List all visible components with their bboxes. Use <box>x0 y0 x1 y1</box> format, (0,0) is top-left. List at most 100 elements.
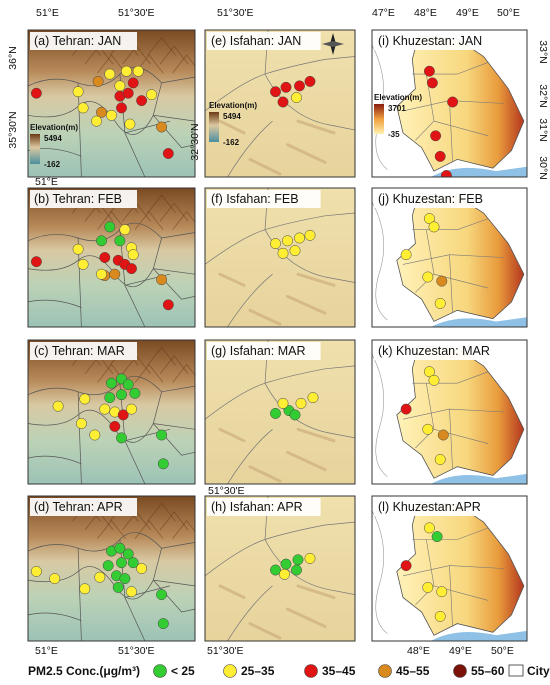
map-panel-d: (d) Tehran: APR <box>27 495 196 642</box>
map-panel-k: (k) Khuzestan: MAR <box>371 339 528 485</box>
tick-label-top: 50°E <box>497 7 520 19</box>
station-marker <box>119 224 131 236</box>
panel-title: (j) Khuzestan: FEB <box>378 192 483 206</box>
station-marker <box>279 568 290 580</box>
map-panel-f: (f) Isfahan: FEB <box>204 187 356 328</box>
panel-frame <box>204 339 356 485</box>
boundary-line <box>152 391 195 456</box>
station-marker <box>114 542 126 554</box>
ridge-line <box>159 511 189 531</box>
map-panel-l: (l) Khuzestan:APR <box>371 495 528 642</box>
elevation-colorbar <box>209 112 219 142</box>
panel-content <box>372 30 527 177</box>
panel-content <box>28 340 195 484</box>
boundary-line <box>28 375 195 396</box>
station-marker <box>96 268 107 280</box>
tick-label-right: 33°N <box>537 40 549 63</box>
axis-tick-labels: 51°E 51°30'E 36°N 35°30'N 51°30'E 32°30'N 47°E… <box>7 7 549 657</box>
station-marker <box>423 65 435 77</box>
legend-city-label: City <box>527 664 550 678</box>
city-boundary-icon <box>508 664 524 677</box>
panel-frame <box>27 495 196 642</box>
elevation-max-label: 5494 <box>223 112 241 121</box>
station-marker <box>96 106 107 118</box>
station-marker <box>52 400 64 412</box>
station-marker <box>126 403 137 415</box>
ridge-line <box>172 54 195 74</box>
boundary-line <box>28 455 82 465</box>
elevation-min-label: -35 <box>388 130 400 139</box>
ridge-line <box>248 622 282 640</box>
station-marker <box>277 397 289 409</box>
gulf-water <box>430 473 527 484</box>
panel-content <box>372 188 527 327</box>
panel-title: (h) Isfahan: APR <box>211 500 303 514</box>
boundary-line <box>227 585 273 641</box>
panel-content <box>28 30 195 177</box>
map-panel-i: (i) Khuzestan: JAN Elevation(m) 3701 -35 <box>371 29 528 178</box>
station-marker <box>79 583 91 595</box>
panel-frame <box>27 339 196 485</box>
panel-frame <box>204 187 356 328</box>
gulf-water <box>430 630 527 641</box>
ridge-line <box>286 143 327 164</box>
station-marker <box>422 581 434 593</box>
pm25-legend: PM2.5 Conc.(μg/m³) < 25 25–35 35–45 45–55 55–… <box>28 664 550 678</box>
panel-title-box <box>374 190 501 208</box>
province-shape <box>396 501 525 636</box>
station-marker <box>106 109 117 121</box>
tick-label-bottom: 49°E <box>449 645 472 657</box>
panel-content <box>205 30 355 177</box>
station-marker <box>426 77 438 89</box>
station-marker <box>157 618 169 630</box>
station-marker <box>114 80 126 92</box>
panel-title-box <box>30 190 137 208</box>
panel-title: (g) Isfahan: MAR <box>211 344 305 358</box>
station-marker <box>104 68 116 80</box>
border-line <box>372 354 388 478</box>
tick-label-mid: 51°E <box>35 176 58 188</box>
panel-content <box>28 188 195 327</box>
boundary-line <box>28 409 195 443</box>
panel-content <box>205 188 355 327</box>
station-marker <box>122 548 134 560</box>
boundary-line <box>77 391 82 484</box>
panel-title-box <box>374 498 495 516</box>
station-marker <box>119 573 131 585</box>
station-marker <box>156 429 168 441</box>
tick-label-bottom: 50°E <box>491 645 514 657</box>
boundary-line <box>264 539 355 595</box>
border-line <box>372 201 388 321</box>
boundary-line <box>28 101 195 135</box>
station-marker <box>400 560 412 572</box>
legend-marker <box>304 664 318 678</box>
map-panel-e: (e) Isfahan: JAN Elevation(m) 5494 -162 <box>204 29 356 178</box>
station-marker <box>91 115 102 127</box>
tick-label-top: 48°E <box>414 7 437 19</box>
panel-title-box <box>207 498 321 516</box>
boundary-line <box>412 527 489 540</box>
station-marker <box>136 563 148 574</box>
panel-title: (e) Isfahan: JAN <box>211 34 301 48</box>
station-marker <box>99 403 111 415</box>
panel-frame <box>27 187 196 328</box>
panel-title: (l) Khuzestan:APR <box>378 500 481 514</box>
boundary-line <box>227 273 273 327</box>
ridge-line <box>296 272 336 287</box>
panel-content <box>372 340 527 484</box>
station-marker <box>129 387 141 399</box>
station-marker <box>92 75 104 87</box>
boundary-line <box>28 255 195 288</box>
station-marker <box>294 232 305 244</box>
tick-label-mid: 51°30'E <box>208 485 245 497</box>
panel-frame <box>371 339 528 485</box>
station-marker <box>106 377 117 389</box>
station-marker <box>109 268 121 280</box>
station-marker <box>400 249 412 261</box>
station-marker <box>428 221 440 233</box>
gulf-water <box>430 317 527 327</box>
station-marker <box>127 77 139 89</box>
station-marker <box>307 392 319 404</box>
tick-label-top: 49°E <box>456 7 479 19</box>
